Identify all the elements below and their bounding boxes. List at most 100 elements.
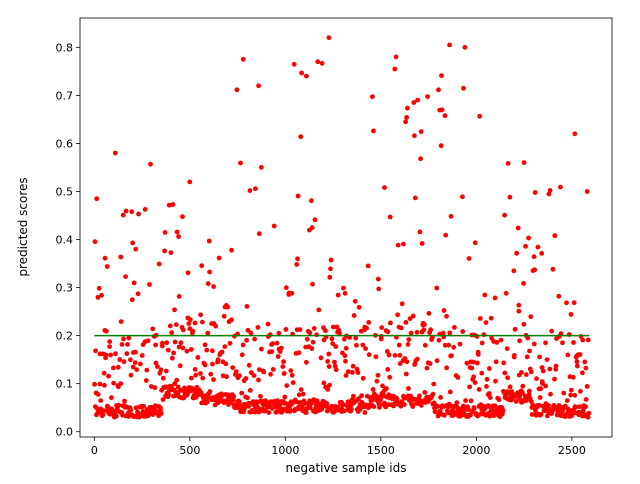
data-point [392, 353, 398, 358]
data-point [290, 380, 296, 385]
data-point [462, 44, 468, 50]
data-point [513, 399, 519, 404]
data-point [417, 229, 423, 235]
data-point [371, 404, 377, 409]
data-point [233, 369, 239, 374]
data-point [119, 342, 125, 347]
data-point [246, 362, 252, 368]
data-point [385, 329, 391, 335]
data-point [405, 105, 410, 111]
data-point [328, 257, 334, 263]
data-point [537, 395, 543, 400]
data-point [304, 336, 310, 342]
data-point [352, 298, 358, 304]
data-point [278, 345, 284, 351]
data-point [472, 240, 478, 246]
data-point [577, 404, 583, 410]
data-point [384, 349, 390, 354]
data-point [552, 233, 558, 239]
data-point [270, 367, 276, 372]
data-point [144, 367, 150, 373]
data-point [524, 354, 530, 360]
data-point [427, 361, 433, 366]
data-point [281, 371, 287, 376]
data-point [253, 186, 258, 192]
y-axis: 0.0 0.1 0.2 0.3 0.4 0.5 0.6 0.7 0.8 [56, 41, 80, 439]
data-point [584, 189, 590, 194]
data-point [461, 85, 466, 91]
data-point [294, 262, 300, 267]
data-point [148, 161, 153, 167]
data-point [202, 342, 208, 348]
data-point [193, 372, 199, 378]
data-point [252, 336, 257, 342]
data-point [274, 340, 280, 346]
data-point [215, 357, 221, 363]
data-point [94, 406, 100, 411]
data-point [101, 370, 107, 376]
data-point [511, 353, 517, 358]
data-point [583, 404, 588, 410]
data-point [170, 202, 176, 207]
data-point [539, 251, 545, 256]
data-point [531, 341, 537, 347]
data-point [172, 339, 178, 345]
data-point [204, 399, 210, 405]
data-point [276, 330, 282, 336]
data-point [107, 344, 112, 349]
data-point [127, 357, 133, 363]
data-point [343, 345, 349, 351]
data-point [118, 319, 124, 324]
data-point [327, 274, 333, 280]
data-point [222, 344, 228, 349]
data-point [130, 364, 136, 370]
data-point [258, 164, 264, 170]
data-point [394, 396, 400, 402]
data-point [282, 394, 288, 400]
data-point [580, 370, 585, 376]
data-point [547, 366, 553, 372]
data-point [202, 362, 208, 368]
data-point [239, 352, 245, 358]
data-point [129, 297, 135, 303]
data-point [316, 307, 322, 313]
data-point [556, 293, 562, 299]
data-point [395, 242, 401, 248]
data-point [397, 352, 403, 358]
data-point [240, 56, 246, 62]
data-point [92, 239, 98, 245]
data-point [406, 386, 411, 391]
y-axis-label: predicted scores [16, 177, 30, 276]
data-point [284, 383, 290, 388]
data-point [237, 373, 242, 378]
x-axis-label: negative sample ids [286, 461, 407, 475]
data-point [436, 87, 441, 93]
data-point [439, 73, 444, 78]
data-point [553, 363, 559, 369]
data-point [451, 344, 457, 350]
data-point [396, 342, 402, 348]
data-point [438, 395, 443, 400]
data-point [195, 355, 201, 360]
data-point [425, 94, 430, 99]
data-point [564, 398, 570, 403]
data-point [391, 403, 396, 409]
data-point [434, 285, 440, 291]
data-point [486, 391, 492, 396]
data-point [447, 42, 452, 48]
data-point [324, 401, 330, 407]
data-point [464, 360, 470, 366]
data-point [519, 370, 524, 375]
data-point [431, 381, 437, 387]
data-point [345, 369, 351, 374]
data-point [332, 359, 337, 365]
data-point [574, 359, 580, 365]
data-point [269, 406, 275, 411]
data-point [177, 363, 183, 369]
data-point [248, 330, 254, 336]
data-point [160, 340, 165, 346]
data-point [174, 229, 180, 235]
data-point [340, 402, 346, 407]
data-point [502, 212, 507, 218]
data-point [382, 185, 387, 191]
